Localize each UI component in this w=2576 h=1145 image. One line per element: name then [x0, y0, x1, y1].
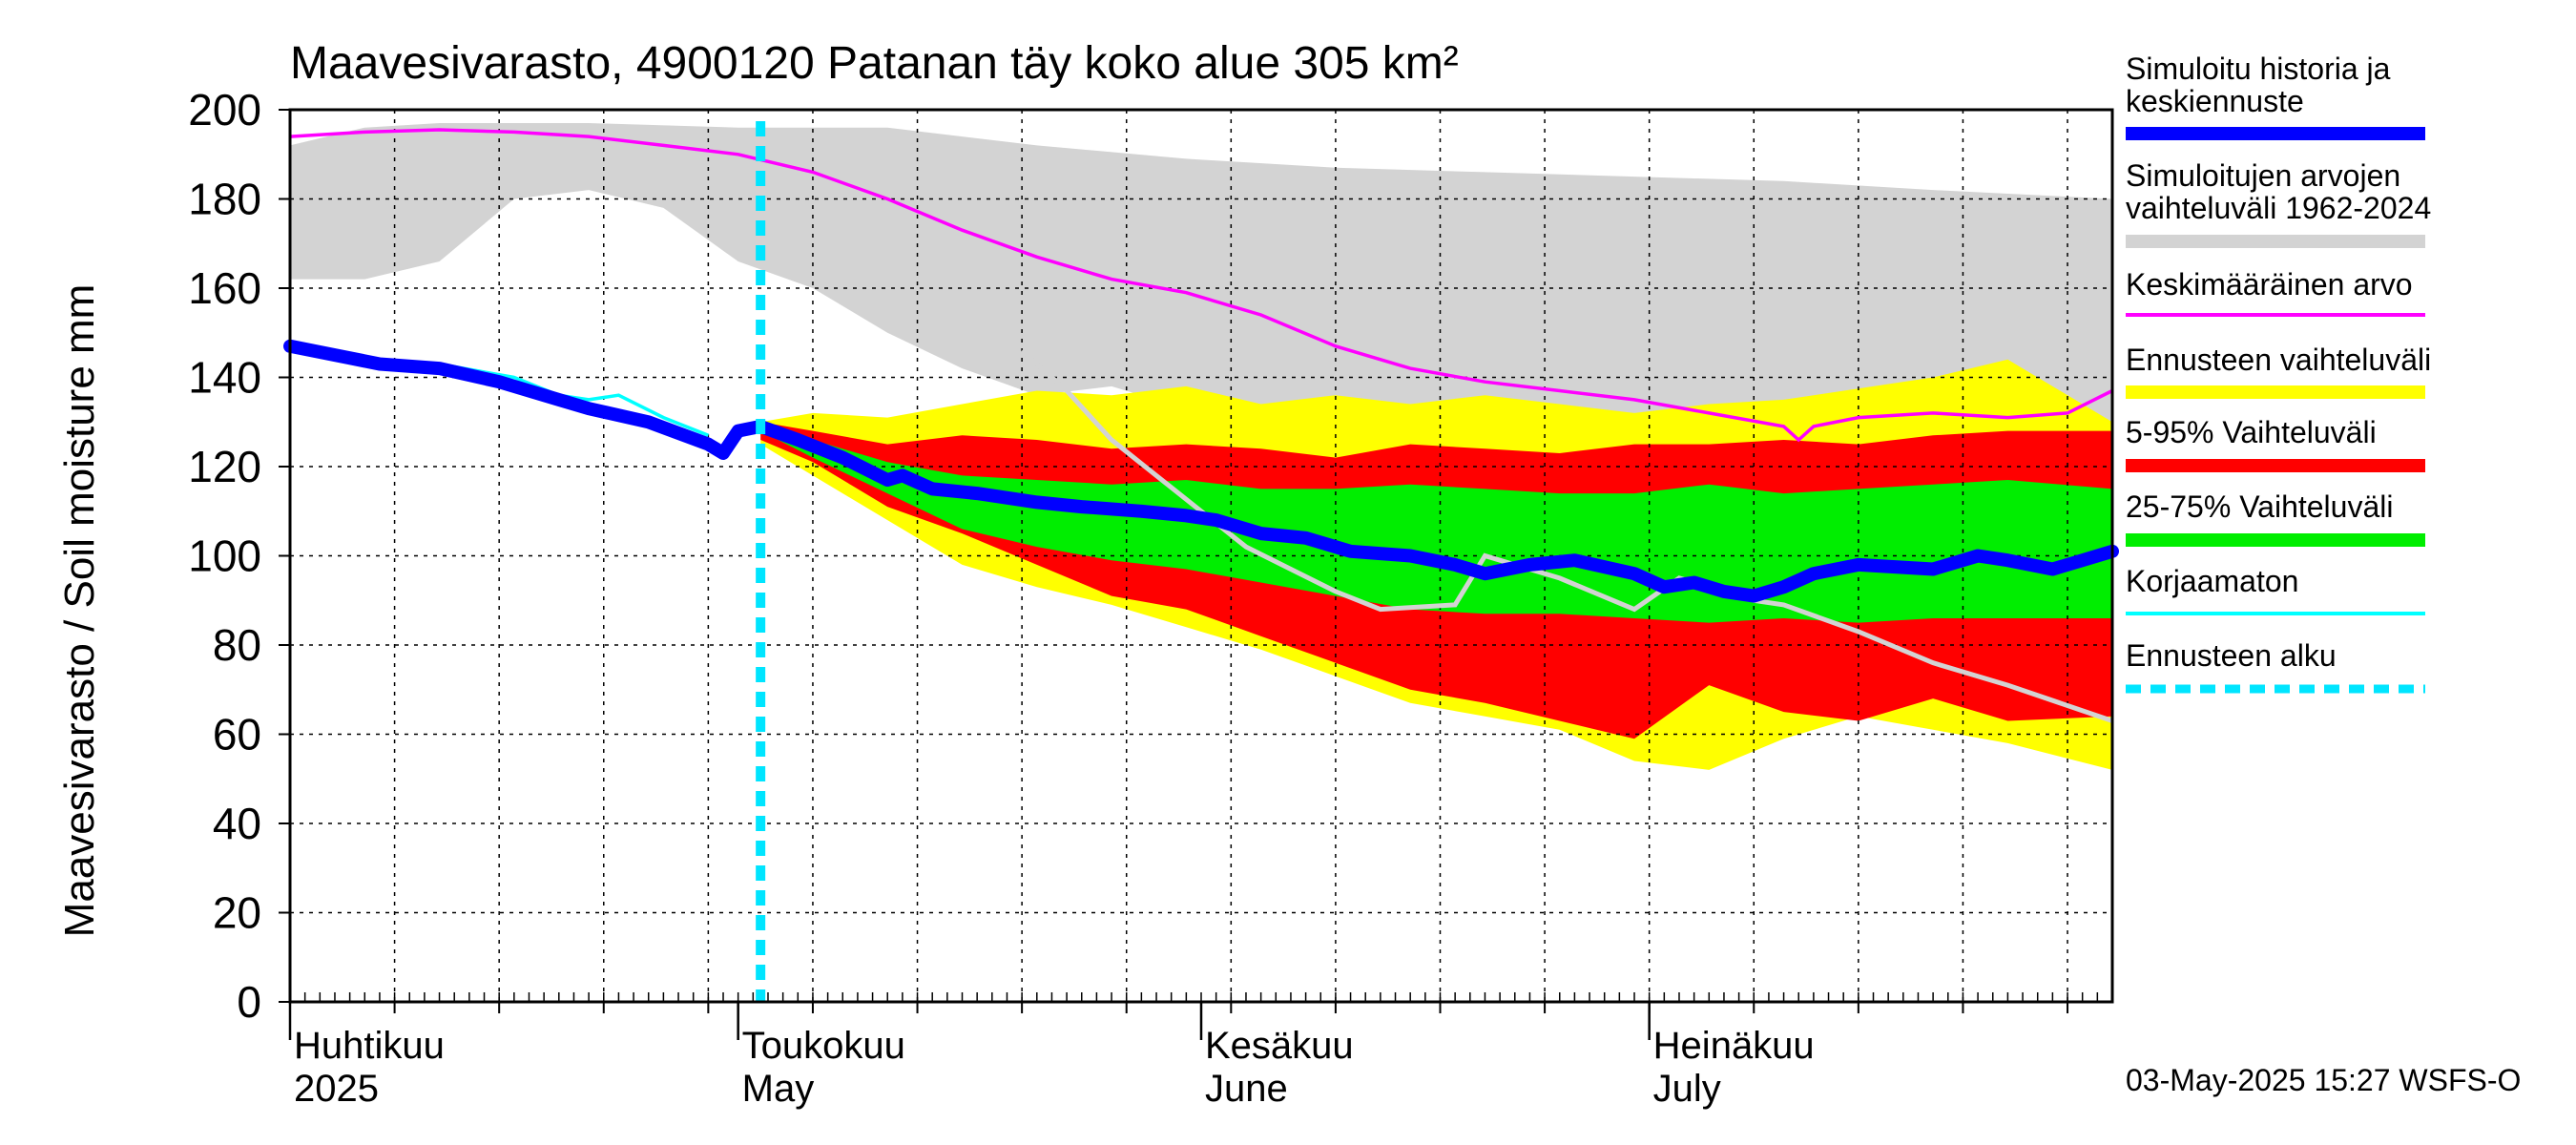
- y-tick-label: 60: [213, 710, 261, 760]
- median-gray-line: [1020, 348, 2113, 723]
- legend-mean-swatch: [2126, 313, 2425, 317]
- legend-history-line2: keskiennuste: [2126, 84, 2304, 118]
- y-tick-label: 120: [188, 442, 261, 491]
- plot-area: 0 20 40 60 80 100 120 140 160 180 200 Huhtikuu2025…: [188, 85, 2119, 1110]
- legend-p5-95-label: 5-95% Vaihteluväli: [2126, 415, 2377, 449]
- y-tick-label: 140: [188, 353, 261, 403]
- chart-title: Maavesivarasto, 4900120 Patanan täy koko…: [290, 38, 1459, 89]
- x-month-label-fi: Kesäkuu: [1205, 1025, 1354, 1067]
- mean-line: [289, 128, 2113, 443]
- grid: [290, 110, 2112, 1002]
- legend-p25-75-label: 25-75% Vaihteluväli: [2126, 489, 2393, 524]
- legend-history-line1: Simuloitu historia ja: [2126, 52, 2391, 86]
- y-tick-label: 160: [188, 263, 261, 313]
- y-tick-label: 80: [213, 620, 261, 670]
- y-tick-label: 100: [188, 531, 261, 581]
- legend-forecast-range-swatch: [2126, 385, 2425, 399]
- footer-timestamp: 03-May-2025 15:27 WSFS-O: [2126, 1063, 2521, 1097]
- legend-forecast-start-label: Ennusteen alku: [2126, 638, 2337, 673]
- x-month-label-en: July: [1653, 1068, 1721, 1110]
- legend-forecast-range-label: Ennusteen vaihteluväli: [2126, 343, 2431, 377]
- y-tick-label: 180: [188, 175, 261, 224]
- legend-range-all-line1: Simuloitujen arvojen: [2126, 158, 2400, 193]
- x-month-label-fi: Huhtikuu: [294, 1025, 445, 1067]
- x-month-label-en: June: [1205, 1068, 1288, 1110]
- x-month-label-en: May: [742, 1068, 815, 1110]
- y-axis-label: Maavesivarasto / Soil moisture mm: [56, 284, 103, 938]
- history-forecast-line: [283, 339, 2119, 603]
- y-tick-label: 20: [213, 888, 261, 938]
- y-tick-label: 200: [188, 85, 261, 135]
- legend-mean-label: Keskimääräinen arvo: [2126, 267, 2413, 302]
- legend-uncorrected-label: Korjaamaton: [2126, 564, 2298, 598]
- legend-p25-75-swatch: [2126, 533, 2425, 547]
- p25-75-band: [760, 426, 2113, 623]
- legend-range-all-line2: vaihteluväli 1962-2024: [2126, 191, 2431, 225]
- x-month-label-fi: Toukokuu: [742, 1025, 905, 1067]
- legend-history-swatch: [2126, 127, 2425, 140]
- x-month-label-en: 2025: [294, 1068, 379, 1110]
- legend-uncorrected-swatch: [2126, 612, 2425, 615]
- y-tick-label: 40: [213, 799, 261, 848]
- legend: Simuloitu historia ja keskiennuste Simul…: [2126, 52, 2431, 694]
- legend-range-all-swatch: [2126, 235, 2425, 248]
- x-month-label-fi: Heinäkuu: [1653, 1025, 1815, 1067]
- legend-p5-95-swatch: [2126, 459, 2425, 472]
- y-axis: 0 20 40 60 80 100 120 140 160 180 200: [188, 85, 290, 1027]
- y-tick-label: 0: [237, 977, 261, 1027]
